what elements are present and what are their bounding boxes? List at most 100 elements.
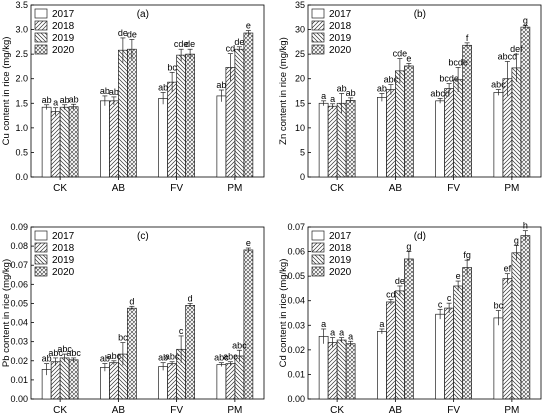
chart-panel-1: 0.0 0.5 1.0 1.5 2.0 2.5 3.0 3.5 Cu content in ri… [1,0,265,194]
bar-2017-CK [318,102,329,178]
significance-label: ab [337,83,347,93]
legend-swatch-2017 [34,8,48,19]
y-axis-label: Cu content in rice (mg/kg) [1,37,12,146]
legend-label: 2017 [329,231,352,242]
significance-label: de [118,28,128,38]
y-tick-label: 0.02 [10,356,28,366]
bar-2019-AB [118,49,128,178]
legend-swatch-2018 [34,242,48,253]
bar-2020-FV [185,305,195,400]
significance-label: abcd [430,88,450,98]
bar-2018-PM [502,278,513,400]
bar-2017-FV [435,313,445,400]
significance-label: a [348,331,353,341]
y-tick-label: 0.04 [10,318,28,328]
y-axis-label: Pb content in rice (mg/kg) [1,259,12,367]
legend-label: 2019 [329,255,352,266]
y-tick-label: 1.0 [15,123,28,133]
legend-label: 2019 [329,33,352,44]
legend-swatch-2018 [311,242,325,253]
significance-label: fg [463,250,471,260]
y-tick-label: 20 [295,74,305,84]
x-tick-label: AB [389,183,403,194]
bar-2019-FV [453,79,463,178]
y-tick-label: 0.07 [287,222,305,232]
plot-frame [307,4,542,178]
significance-label: a [53,98,58,108]
bar-2017-CK [41,106,52,178]
bar-2017-AB [377,97,387,178]
legend-label: 2018 [52,21,75,32]
y-tick-label: 0.03 [10,337,28,347]
y-tick-label: 3.5 [15,0,28,10]
bar-2020-CK [68,106,79,178]
plot-frame [307,226,542,400]
significance-label: a [379,319,384,329]
x-tick-label: AB [112,183,126,194]
bar-2018-PM [225,67,236,178]
significance-label: a [330,94,335,104]
bar-2019-CK [59,106,70,178]
x-tick-label: AB [389,405,403,416]
chart-panel-2: 0 5 10 15 20 25 30 35 Zn content in rice (mg/kg)… [278,0,542,194]
significance-label: ab [100,354,110,364]
significance-label: d [188,293,193,303]
bar-2017-PM [493,317,504,400]
x-tick-label: CK [330,405,344,416]
chart-panel-4: 0.00 0.01 0.02 0.03 0.04 0.05 0.06 0.07 Cd conte… [278,221,542,416]
x-tick-label: CK [330,183,344,194]
significance-label: c [438,299,443,309]
bar-2020-PM [243,249,254,400]
legend-swatch-2018 [34,20,48,31]
bar-2020-FV [462,44,472,178]
bar-2018-AB [109,362,119,400]
significance-label: c [447,293,452,303]
significance-label: ab [42,354,52,364]
significance-label: abc [223,352,238,362]
legend-swatch-2018 [311,20,325,31]
significance-label: ab [216,80,226,90]
y-tick-label: 0.00 [10,394,28,404]
significance-label: g [406,242,411,252]
significance-label: abc [57,344,72,354]
y-tick-label: 0.5 [15,147,28,157]
significance-label: ab [346,88,356,98]
bar-2020-PM [520,26,531,178]
bar-2020-AB [404,65,414,178]
significance-label: cd [386,289,396,299]
significance-label: abc [66,348,81,358]
bar-2017-AB [100,367,110,400]
legend-swatch-2020 [34,266,48,277]
bar-2019-CK [336,339,347,400]
bar-2019-PM [234,355,245,400]
panel-label: (c) [137,231,149,242]
legend-swatch-2019 [311,32,325,43]
legend-swatch-2019 [311,254,325,265]
x-tick-label: FV [170,405,183,416]
plot-frame [30,4,265,178]
significance-label: d [129,296,134,306]
x-tick-label: AB [112,405,126,416]
legend-swatch-2019 [34,32,48,43]
significance-label: cde [174,39,189,49]
x-tick-label: FV [447,405,460,416]
legend-swatch-2020 [311,266,325,277]
bar-2018-FV [167,81,177,178]
y-tick-label: 0.02 [287,345,305,355]
x-tick-label: PM [504,183,519,194]
y-tick-label: 0.07 [10,260,28,270]
legend-label: 2020 [329,45,352,56]
y-tick-label: 0.01 [287,369,305,379]
significance-label: ab [109,87,119,97]
y-tick-label: 10 [295,123,305,133]
legend-label: 2020 [52,45,75,56]
bar-2018-FV [444,88,454,178]
legend-swatch-2017 [311,230,325,241]
y-tick-label: 0.08 [10,241,28,251]
significance-label: e [406,53,411,63]
significance-label: a [321,91,326,101]
bar-2020-PM [243,32,254,178]
significance-label: def [510,44,523,54]
y-tick-label: 0.01 [10,375,28,385]
